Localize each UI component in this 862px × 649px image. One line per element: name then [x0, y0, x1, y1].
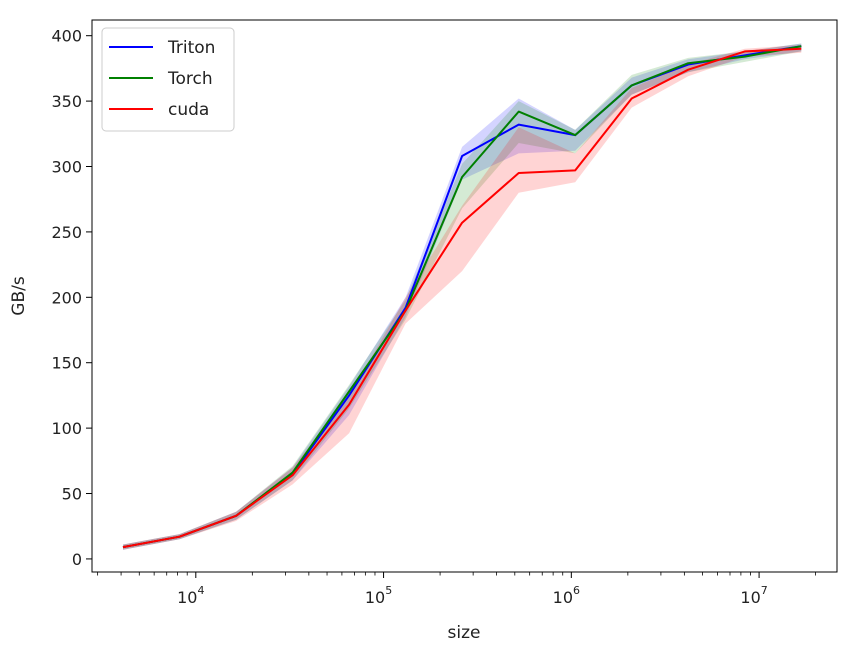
y-axis: 0 50 100 150 200 250 300 350 400 [51, 27, 92, 569]
y-tick-label: 300 [51, 158, 82, 177]
x-tick-label: 104 [177, 584, 204, 607]
y-axis-label: GB/s [9, 276, 29, 316]
x-axis-label: size [448, 623, 481, 643]
y-tick-label: 100 [51, 419, 82, 438]
x-tick-label: 105 [365, 584, 392, 607]
legend-box [101, 27, 235, 132]
lines-layer [122, 45, 802, 549]
y-tick-label: 150 [51, 354, 82, 373]
y-tick-label: 250 [51, 223, 82, 242]
y-tick-label: 400 [51, 27, 82, 46]
x-tick-label: 106 [553, 584, 580, 607]
plot-frame [91, 19, 838, 573]
y-tick-label: 350 [51, 92, 82, 111]
y-tick-label: 50 [62, 485, 82, 504]
legend: Triton Torch cuda [101, 27, 235, 132]
x-axis: 104 105 106 107 [97, 572, 817, 607]
y-tick-label: 0 [72, 550, 82, 569]
y-tick-label: 200 [51, 288, 82, 307]
legend-label-triton: Triton [167, 38, 215, 58]
legend-label-cuda: cuda [168, 100, 209, 120]
legend-label-torch: Torch [167, 69, 213, 89]
x-tick-label: 107 [740, 584, 767, 607]
